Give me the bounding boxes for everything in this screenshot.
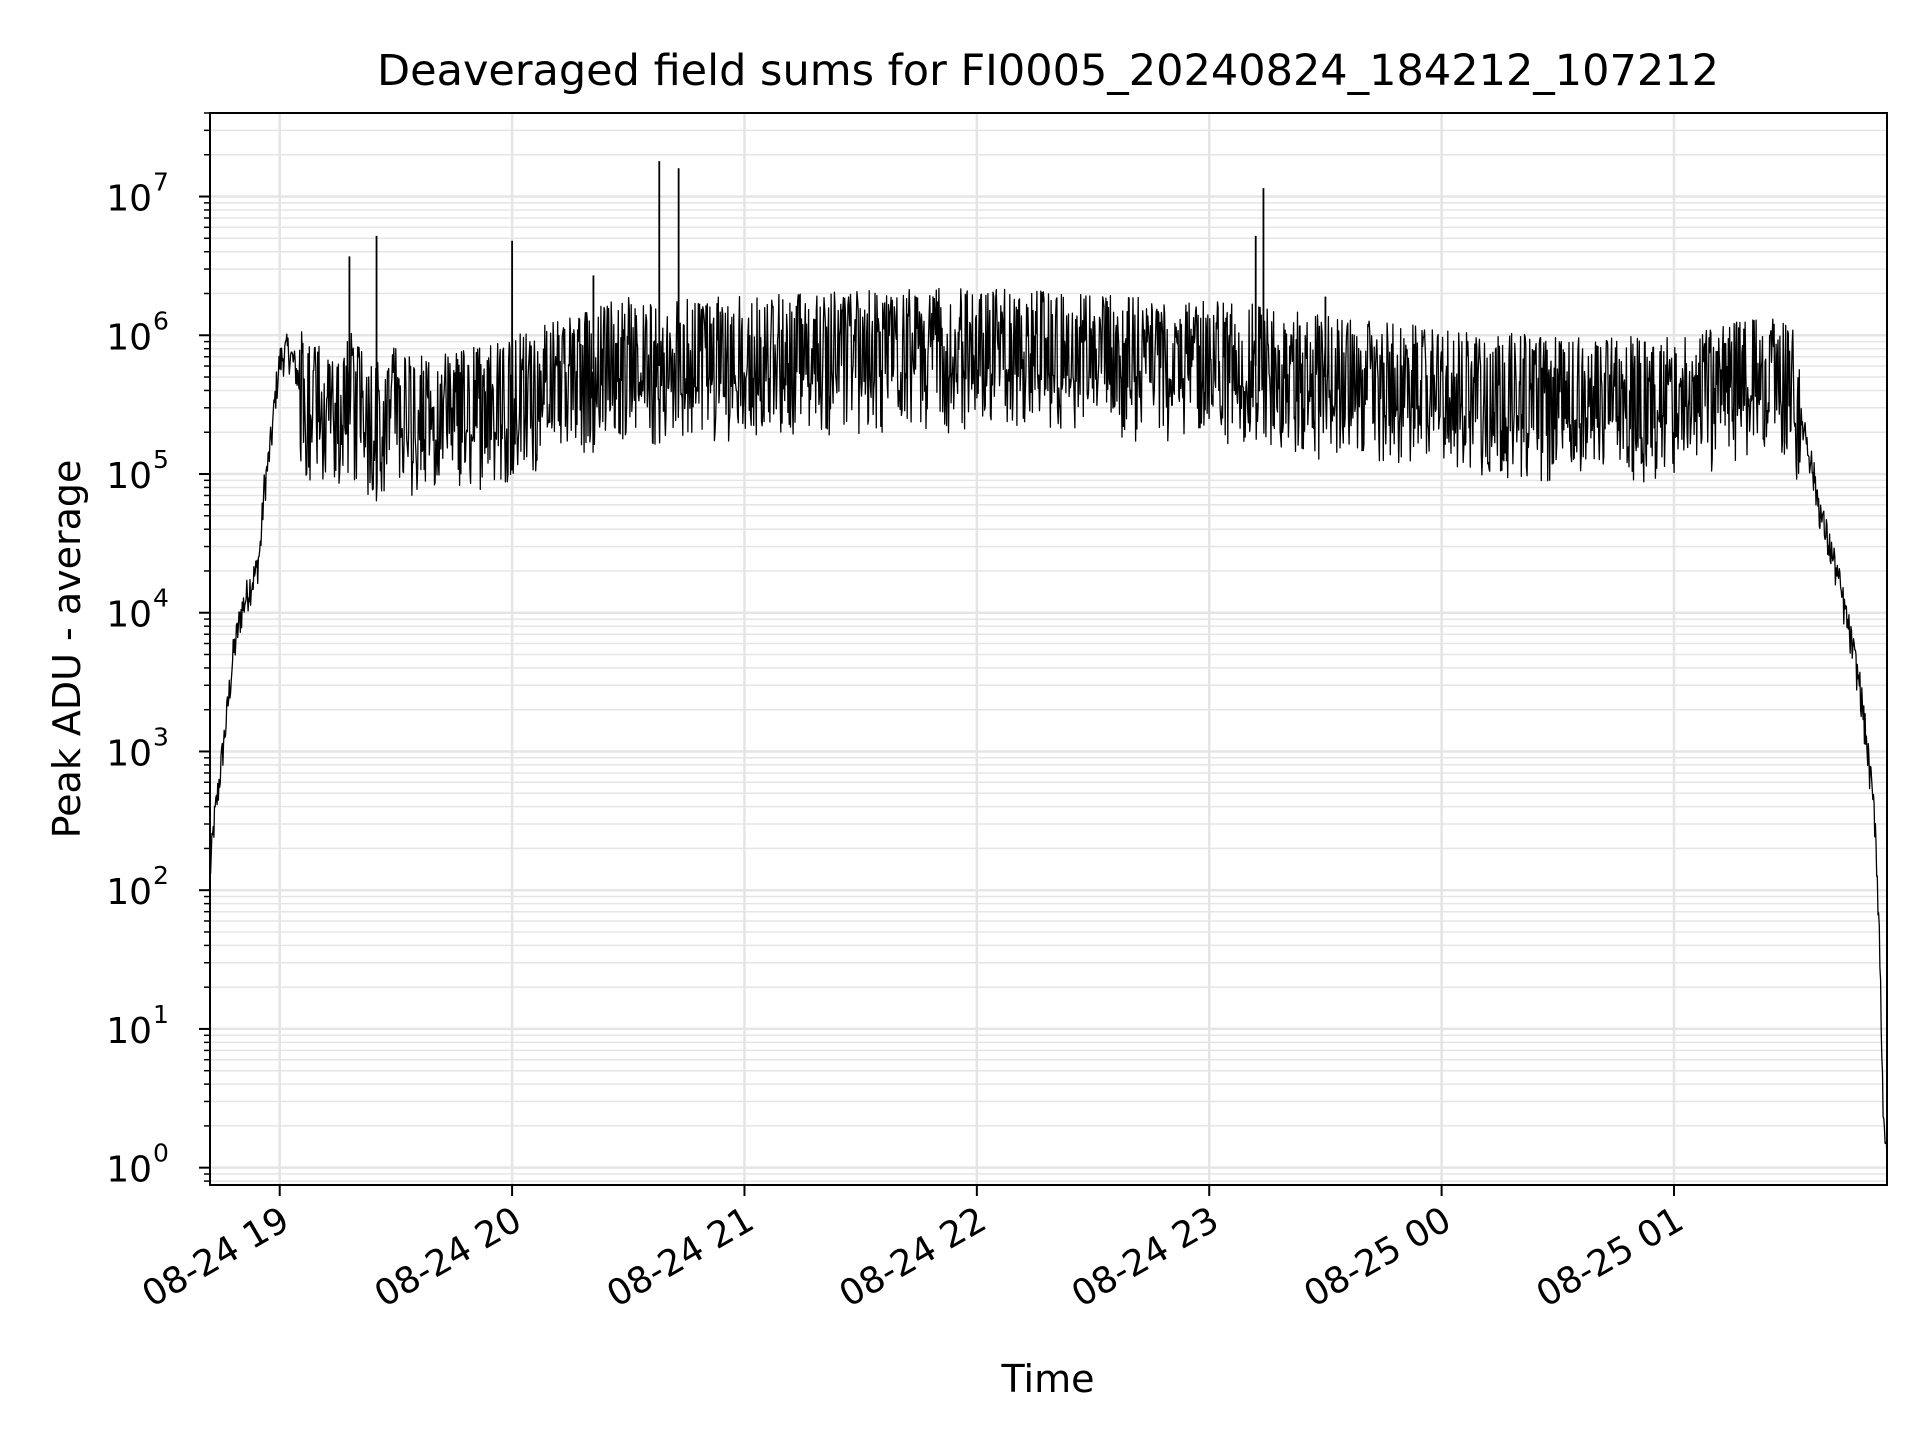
y-tick-label-exponent: 3 bbox=[153, 722, 169, 751]
y-tick-label: 10 bbox=[106, 1150, 152, 1191]
y-tick-label-exponent: 5 bbox=[153, 445, 169, 474]
y-tick-label-exponent: 1 bbox=[153, 1000, 169, 1029]
y-tick-label: 10 bbox=[106, 317, 152, 358]
y-tick-label: 10 bbox=[106, 179, 152, 220]
x-axis-label: Time bbox=[1001, 1357, 1095, 1401]
data-layer bbox=[209, 161, 1888, 1160]
y-tick-label: 10 bbox=[106, 733, 152, 774]
y-tick-label: 10 bbox=[106, 872, 152, 913]
y-tick-label-exponent: 6 bbox=[153, 306, 169, 335]
y-tick-label-exponent: 0 bbox=[153, 1139, 169, 1168]
y-tick-label-exponent: 7 bbox=[153, 168, 169, 197]
y-tick-label: 10 bbox=[106, 1011, 152, 1052]
y-tick-label-exponent: 4 bbox=[153, 584, 169, 613]
y-tick-label: 10 bbox=[106, 595, 152, 636]
y-axis-label: Peak ADU - average bbox=[45, 460, 89, 839]
chart-title: Deaveraged field sums for FI0005_2024082… bbox=[377, 46, 1719, 96]
grid-layer bbox=[210, 112, 1887, 1185]
series-line bbox=[209, 287, 1888, 1160]
y-tick-label: 10 bbox=[106, 456, 152, 497]
y-tick-label-exponent: 2 bbox=[153, 861, 169, 890]
axes-frame bbox=[209, 112, 1888, 1186]
